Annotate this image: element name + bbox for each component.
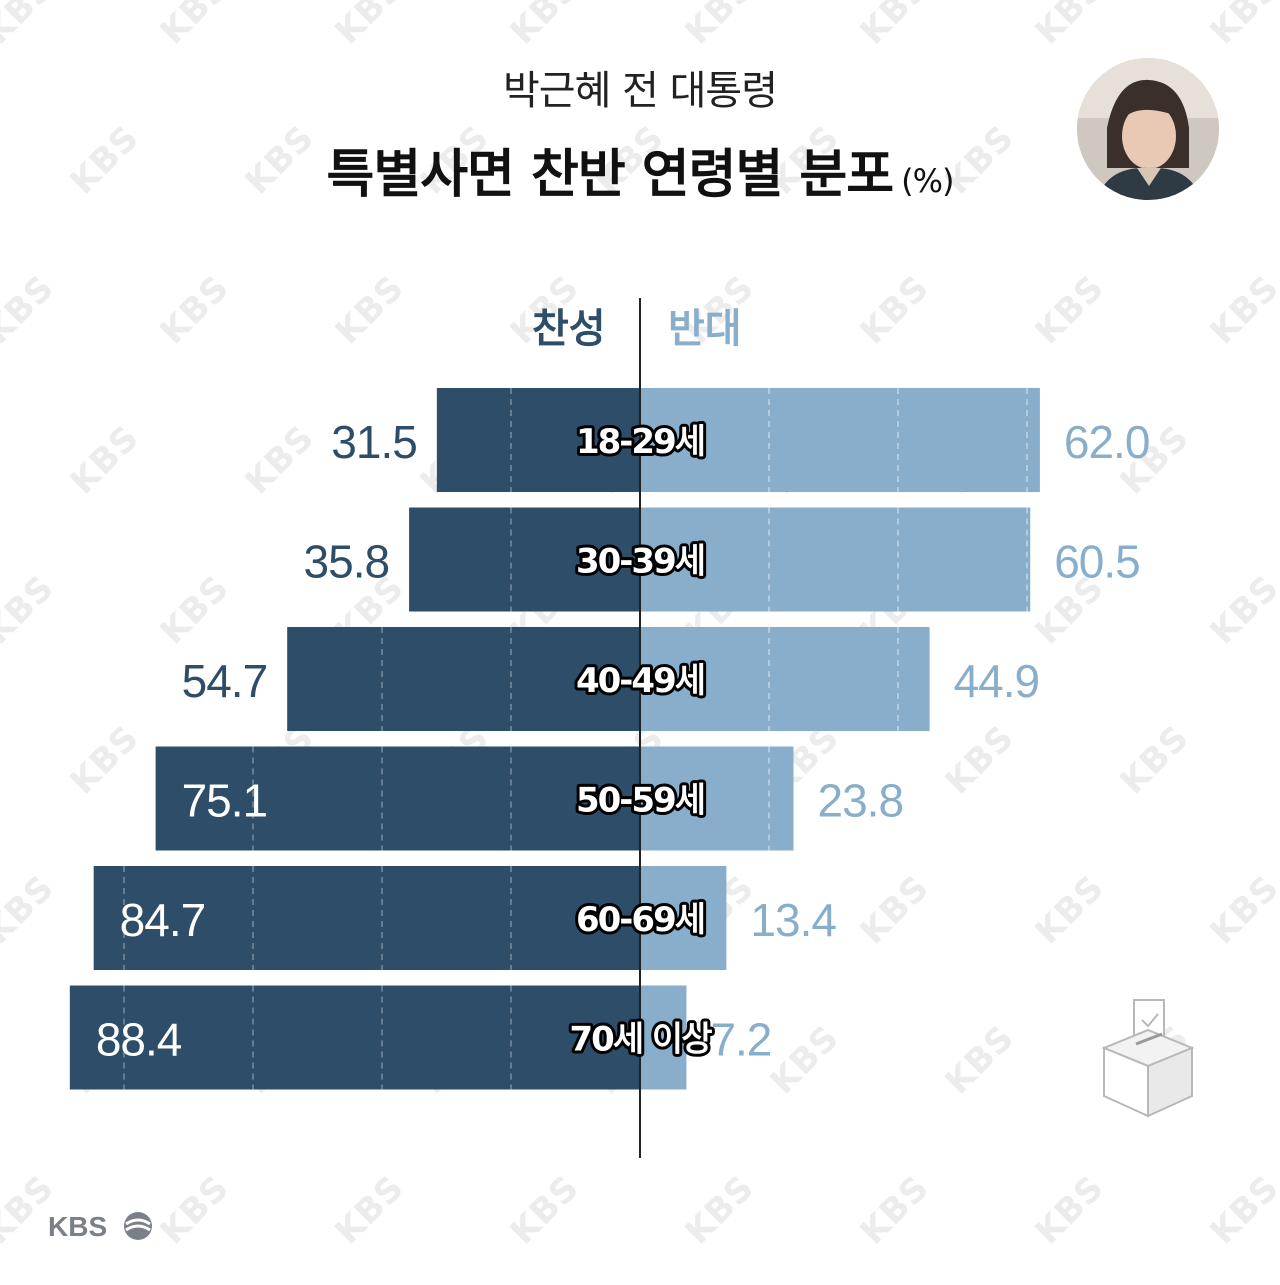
bar-for	[93, 866, 640, 970]
value-label-for: 84.7	[120, 894, 206, 946]
bar-against	[640, 627, 930, 731]
kbs-logo: KBS	[48, 1206, 158, 1250]
category-label: 30-39세	[576, 542, 704, 582]
category-label: 50-59세	[576, 781, 704, 821]
bar-for	[436, 388, 640, 492]
chart-subtitle: 박근혜 전 대통령	[502, 68, 778, 114]
bar-for	[287, 627, 640, 731]
bar-against	[640, 388, 1040, 492]
category-label: 70세 이상	[570, 1020, 713, 1060]
category-label: 60-69세	[576, 900, 704, 940]
value-label-against: 44.9	[954, 655, 1040, 707]
bar-for	[409, 507, 640, 612]
category-label: 40-49세	[576, 661, 704, 701]
unit-label: (%)	[901, 162, 954, 200]
value-label-against: 60.5	[1054, 536, 1140, 588]
value-label-for: 54.7	[182, 655, 268, 707]
legend-for-label: 찬성	[532, 306, 606, 352]
value-label-against: 7.2	[710, 1014, 771, 1066]
value-label-for: 31.5	[331, 416, 417, 468]
legend-against-label: 반대	[668, 306, 742, 352]
value-label-against: 23.8	[818, 775, 904, 827]
portrait-illustration	[1077, 58, 1219, 200]
value-label-for: 88.4	[96, 1014, 182, 1066]
value-label-for: 75.1	[182, 775, 268, 827]
bar-against	[640, 985, 687, 1090]
ballot-box-icon	[1101, 999, 1195, 1118]
value-label-against: 13.4	[750, 894, 836, 946]
category-label: 18-29세	[576, 422, 704, 462]
kbs-logo-text: KBS	[48, 1211, 107, 1242]
bar-for	[155, 746, 641, 851]
bar-against	[640, 866, 727, 970]
chart-title: 특별사면 찬반 연령별 분포 (%)	[0, 132, 1280, 207]
value-label-against: 62.0	[1064, 416, 1150, 468]
value-label-for: 35.8	[304, 536, 390, 588]
bar-against	[640, 507, 1031, 612]
kbs-logo-mark: KBS	[48, 1211, 152, 1242]
chart-title-text: 특별사면 찬반 연령별 분포	[326, 145, 895, 205]
bar-for	[69, 985, 640, 1090]
portrait-photo	[1077, 58, 1219, 200]
bar-against	[640, 746, 794, 851]
